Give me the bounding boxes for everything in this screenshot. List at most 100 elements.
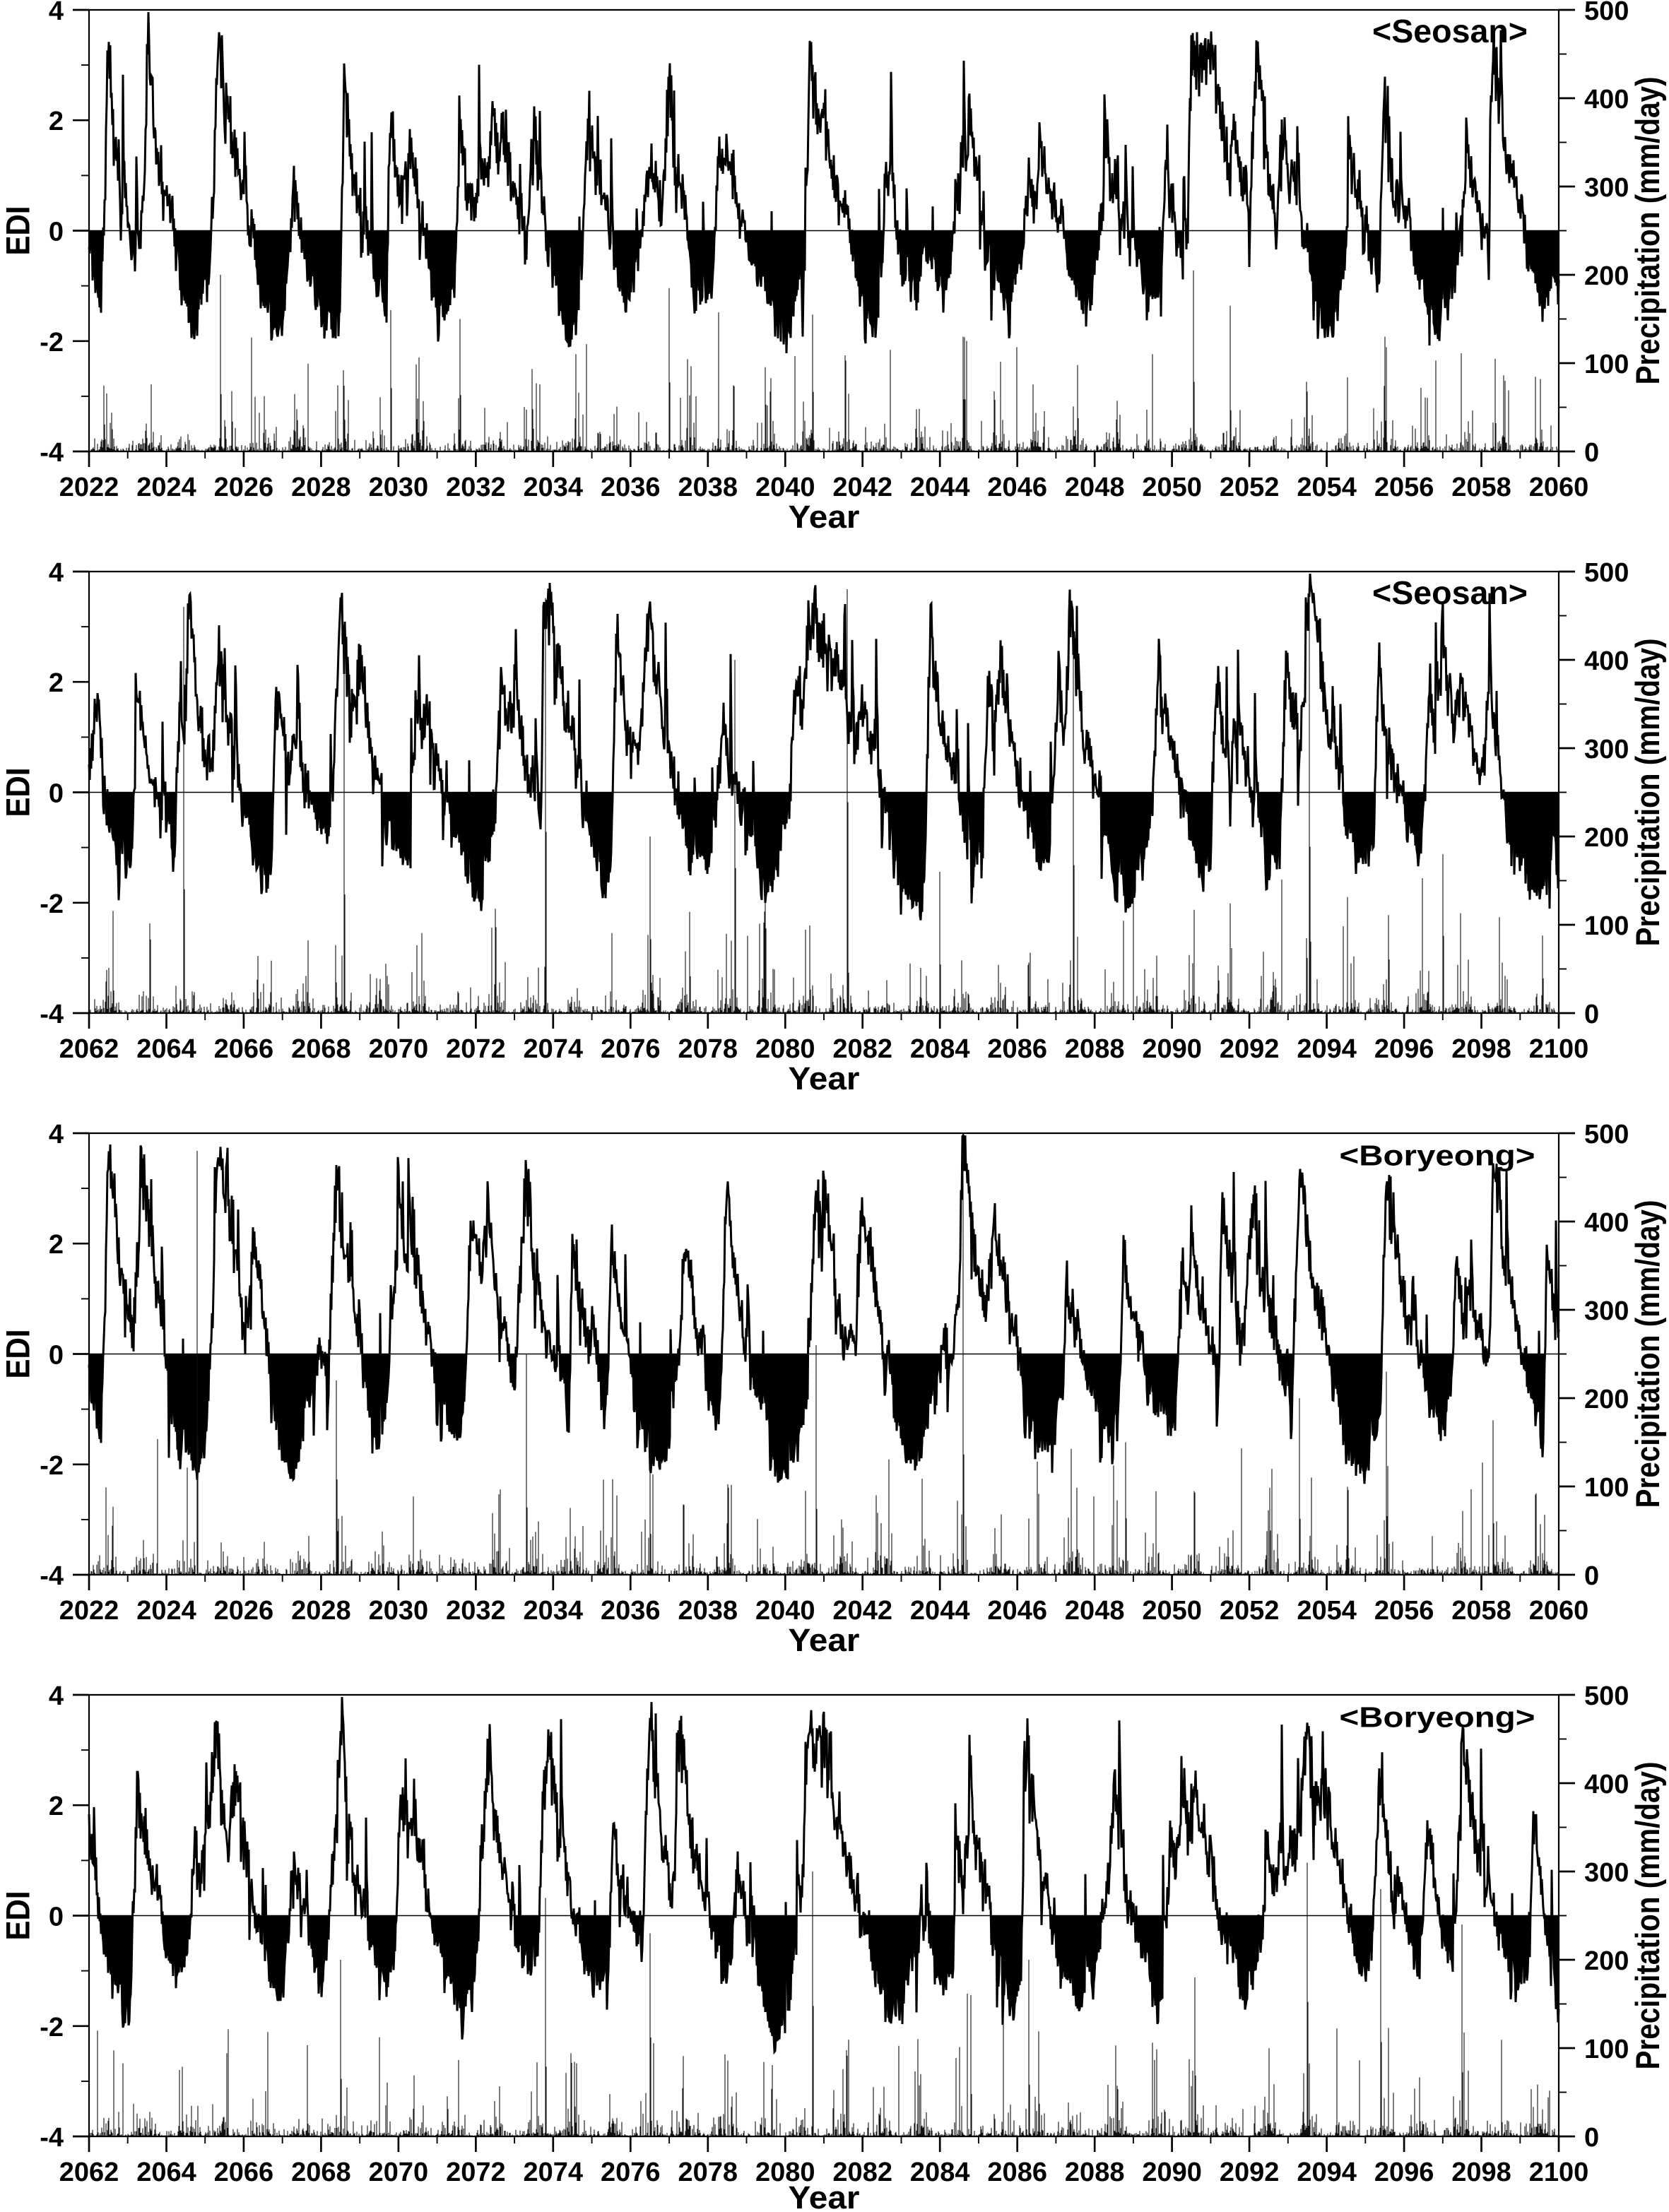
svg-text:2042: 2042 [832,473,892,502]
svg-text:2028: 2028 [291,473,351,502]
svg-text:2086: 2086 [987,2158,1047,2187]
svg-text:<Seosan>: <Seosan> [1372,574,1528,611]
svg-text:2060: 2060 [1529,473,1589,502]
svg-text:100: 100 [1584,911,1629,941]
svg-text:100: 100 [1584,350,1629,379]
svg-text:2036: 2036 [601,1596,661,1626]
svg-text:Precipitation (mm/day): Precipitation (mm/day) [1629,1762,1666,2070]
svg-text:Precipitation (mm/day): Precipitation (mm/day) [1629,639,1666,947]
svg-text:2038: 2038 [678,1596,738,1626]
svg-text:2070: 2070 [369,1034,429,1064]
svg-text:2034: 2034 [524,1596,584,1626]
svg-text:2058: 2058 [1451,1596,1511,1626]
svg-text:EDI: EDI [0,768,37,817]
svg-text:2072: 2072 [446,1034,506,1064]
svg-text:0: 0 [1584,2123,1599,2153]
svg-text:2: 2 [49,668,64,698]
svg-text:300: 300 [1584,173,1629,203]
svg-text:2094: 2094 [1297,1034,1357,1064]
svg-text:2038: 2038 [678,473,738,502]
svg-text:4: 4 [49,0,64,26]
svg-text:2080: 2080 [755,1034,815,1064]
svg-text:2084: 2084 [910,1034,970,1064]
svg-text:4: 4 [49,558,64,588]
svg-text:<Boryeong>: <Boryeong> [1340,1140,1535,1172]
svg-text:2050: 2050 [1142,1596,1202,1626]
svg-text:2022: 2022 [59,473,119,502]
svg-text:2062: 2062 [59,2158,119,2187]
svg-text:200: 200 [1584,1946,1629,1976]
svg-text:Year: Year [789,499,860,535]
svg-text:300: 300 [1584,1296,1629,1326]
svg-text:-2: -2 [40,328,64,357]
svg-text:2026: 2026 [214,1596,274,1626]
svg-text:-4: -4 [40,1000,64,1029]
svg-text:2050: 2050 [1142,473,1202,502]
svg-text:2058: 2058 [1451,473,1511,502]
svg-text:2: 2 [49,1792,64,1821]
svg-text:100: 100 [1584,1473,1629,1503]
svg-text:<Boryeong>: <Boryeong> [1340,1701,1535,1734]
svg-text:-4: -4 [40,1561,64,1591]
svg-text:2044: 2044 [910,473,970,502]
svg-text:2090: 2090 [1142,2158,1202,2187]
svg-text:2044: 2044 [910,1596,970,1626]
svg-text:300: 300 [1584,735,1629,764]
svg-text:Year: Year [789,1622,860,1658]
svg-text:2024: 2024 [136,1596,196,1626]
svg-text:EDI: EDI [0,206,37,256]
svg-text:2080: 2080 [755,2158,815,2187]
svg-text:2048: 2048 [1065,473,1125,502]
svg-text:2100: 2100 [1529,1034,1589,1064]
svg-text:-2: -2 [40,889,64,919]
svg-text:4: 4 [49,1681,64,1711]
svg-text:2036: 2036 [601,473,661,502]
svg-text:-4: -4 [40,438,64,468]
svg-text:2022: 2022 [59,1596,119,1626]
svg-text:0: 0 [49,1341,64,1371]
svg-text:2084: 2084 [910,2158,970,2187]
svg-text:2090: 2090 [1142,1034,1202,1064]
svg-text:300: 300 [1584,1858,1629,1888]
svg-text:2046: 2046 [987,473,1047,502]
svg-text:2040: 2040 [755,473,815,502]
svg-text:500: 500 [1584,0,1629,26]
svg-text:2074: 2074 [524,2158,584,2187]
svg-text:2066: 2066 [214,1034,274,1064]
svg-text:2088: 2088 [1065,1034,1125,1064]
svg-text:2088: 2088 [1065,2158,1125,2187]
svg-text:Year: Year [789,1060,860,1096]
svg-text:2030: 2030 [369,473,429,502]
svg-text:2096: 2096 [1374,2158,1434,2187]
svg-text:2064: 2064 [136,1034,196,1064]
svg-text:-4: -4 [40,2123,64,2153]
svg-text:Precipitation (mm/day): Precipitation (mm/day) [1629,77,1666,385]
svg-text:2092: 2092 [1220,1034,1280,1064]
svg-text:2100: 2100 [1529,2158,1589,2187]
svg-text:2054: 2054 [1297,1596,1357,1626]
svg-text:2096: 2096 [1374,1034,1434,1064]
svg-text:0: 0 [1584,438,1599,468]
svg-text:100: 100 [1584,2035,1629,2064]
svg-text:2048: 2048 [1065,1596,1125,1626]
svg-text:0: 0 [1584,1561,1599,1591]
svg-text:500: 500 [1584,558,1629,588]
svg-text:500: 500 [1584,1681,1629,1711]
svg-text:400: 400 [1584,85,1629,114]
svg-text:2052: 2052 [1220,1596,1280,1626]
svg-text:2: 2 [49,1230,64,1260]
svg-text:2028: 2028 [291,1596,351,1626]
svg-text:2076: 2076 [601,2158,661,2187]
svg-text:2054: 2054 [1297,473,1357,502]
svg-text:2078: 2078 [678,1034,738,1064]
svg-text:2076: 2076 [601,1034,661,1064]
svg-text:2074: 2074 [524,1034,584,1064]
svg-text:2078: 2078 [678,2158,738,2187]
svg-text:-2: -2 [40,2013,64,2042]
svg-text:4: 4 [49,1120,64,1149]
svg-text:2032: 2032 [446,473,506,502]
svg-text:400: 400 [1584,646,1629,676]
svg-text:Year: Year [789,2180,860,2212]
svg-text:2092: 2092 [1220,2158,1280,2187]
svg-text:2040: 2040 [755,1596,815,1626]
